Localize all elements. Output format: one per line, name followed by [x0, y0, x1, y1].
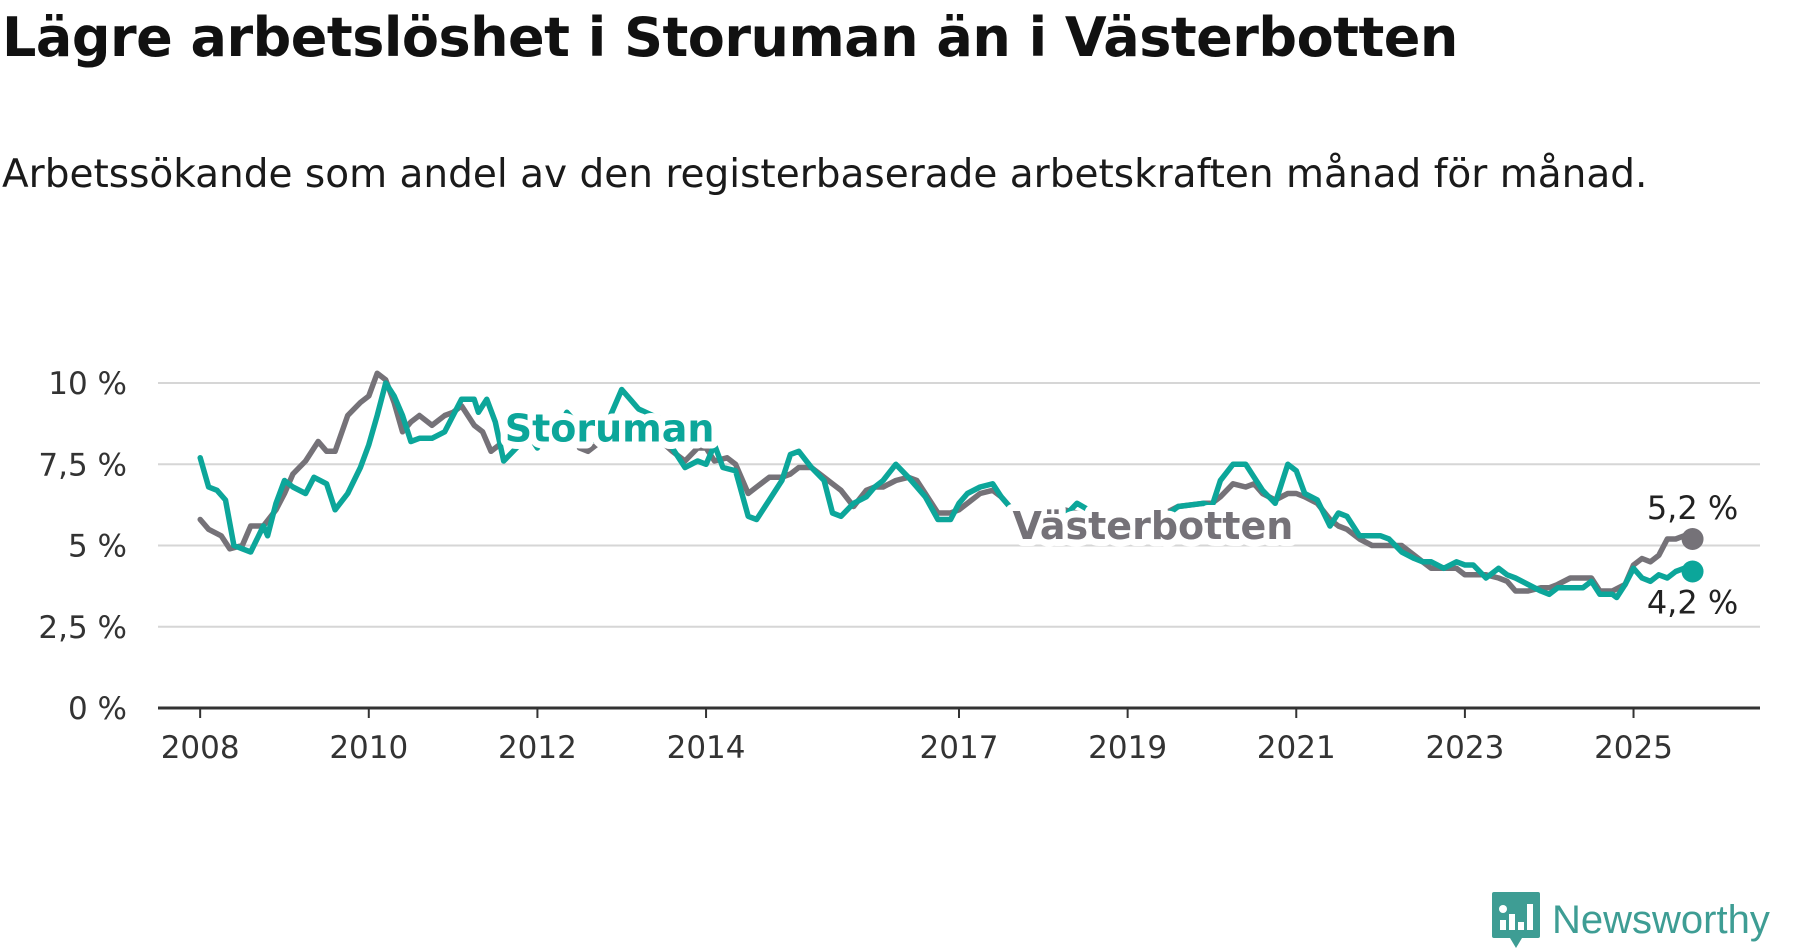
x-tick-label: 2010 — [329, 730, 408, 766]
end-point-västerbotten — [1681, 528, 1704, 550]
gridlines — [158, 382, 1760, 628]
end-point-storuman — [1681, 560, 1704, 583]
end-value-label: 5,2 % — [1647, 489, 1738, 527]
y-tick-label: 5 % — [68, 529, 127, 565]
x-tick-label: 2012 — [498, 730, 577, 766]
x-tick-label: 2023 — [1425, 730, 1504, 766]
newsworthy-logo-icon — [1492, 892, 1540, 948]
end-value-label: 4,2 % — [1647, 584, 1738, 622]
series-label-halo: Västerbotten — [1013, 504, 1294, 548]
series-line-västerbotten — [197, 370, 1696, 594]
x-tick-label: 2017 — [920, 730, 999, 766]
y-tick-label: 0 % — [68, 691, 127, 727]
series-labels: StorumanStorumanVästerbottenVästerbotten… — [498, 400, 1739, 622]
y-tick-label: 2,5 % — [38, 610, 127, 646]
series-label-halo: Storuman — [505, 407, 715, 451]
series-line-storuman — [197, 380, 1696, 601]
y-axis-ticks: 0 % 2,5 % 5 % 7,5 % 10 % — [38, 366, 127, 727]
x-tick-label: 2019 — [1088, 730, 1167, 766]
x-tick-label: 2021 — [1257, 730, 1336, 766]
series-lines — [197, 370, 1696, 601]
x-tick-label: 2008 — [161, 730, 240, 766]
chart-title: Lägre arbetslöshet i Storuman än i Väste… — [2, 6, 1458, 69]
chart-subtitle: Arbetssökande som andel av den registerb… — [2, 152, 1648, 197]
y-tick-label: 7,5 % — [38, 447, 127, 483]
brand-name: Newsworthy — [1552, 897, 1770, 942]
x-tick-label: 2025 — [1594, 730, 1673, 766]
x-tick-label: 2014 — [667, 730, 746, 766]
series-label-västerbotten: Västerbotten — [1013, 504, 1294, 548]
y-tick-label: 10 % — [48, 366, 127, 402]
newsworthy-brand: Newsworthy — [1490, 890, 1770, 950]
x-axis-ticks: 2008 2010 2012 2014 2017 2019 2021 2023 2025 — [161, 708, 1673, 766]
series-label-storuman: Storuman — [505, 407, 715, 451]
